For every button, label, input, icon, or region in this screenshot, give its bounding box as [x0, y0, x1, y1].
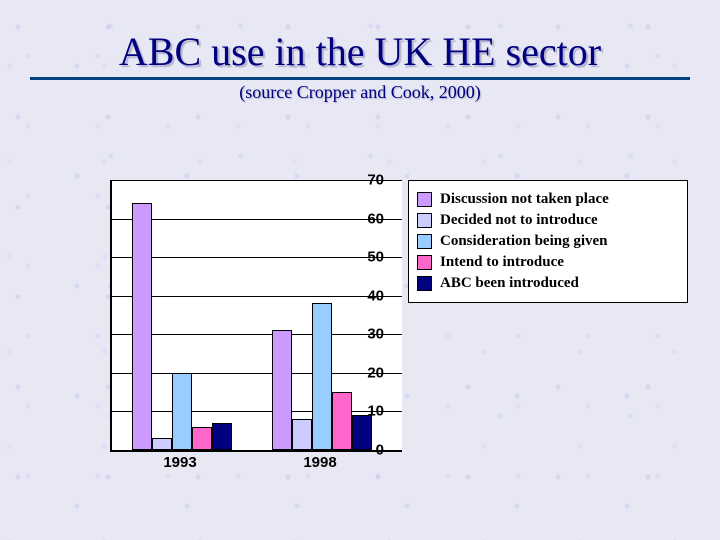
bar [292, 419, 312, 450]
legend-label: Intend to introduce [440, 254, 564, 271]
bar [212, 423, 232, 450]
bar [172, 373, 192, 450]
legend-swatch [417, 276, 432, 291]
page-subtitle: (source Cropper and Cook, 2000) [0, 82, 720, 103]
bar [192, 427, 212, 450]
legend-swatch [417, 192, 432, 207]
y-tick-label: 70 [344, 172, 384, 189]
bar [272, 330, 292, 450]
legend-swatch [417, 234, 432, 249]
legend-item: ABC been introduced [417, 275, 679, 292]
legend-label: ABC been introduced [440, 275, 579, 292]
bar [152, 438, 172, 450]
page-title: ABC use in the UK HE sector [30, 28, 690, 80]
y-tick-label: 60 [344, 210, 384, 227]
bar [132, 203, 152, 450]
legend-label: Discussion not taken place [440, 191, 609, 208]
legend-swatch [417, 255, 432, 270]
legend: Discussion not taken place Decided not to… [408, 180, 688, 303]
legend-label: Consideration being given [440, 233, 608, 250]
x-tick-label: 1998 [295, 454, 345, 471]
y-tick-label: 50 [344, 249, 384, 266]
legend-item: Consideration being given [417, 233, 679, 250]
y-tick-label: 20 [344, 364, 384, 381]
chart-container: Discussion not taken place Decided not to… [60, 170, 680, 500]
legend-swatch [417, 213, 432, 228]
x-tick-label: 1993 [155, 454, 205, 471]
y-tick-label: 40 [344, 287, 384, 304]
legend-label: Decided not to introduce [440, 212, 598, 229]
y-tick-label: 30 [344, 326, 384, 343]
legend-item: Discussion not taken place [417, 191, 679, 208]
legend-item: Intend to introduce [417, 254, 679, 271]
legend-item: Decided not to introduce [417, 212, 679, 229]
y-tick-label: 0 [344, 442, 384, 459]
y-tick-label: 10 [344, 403, 384, 420]
bar [312, 303, 332, 450]
